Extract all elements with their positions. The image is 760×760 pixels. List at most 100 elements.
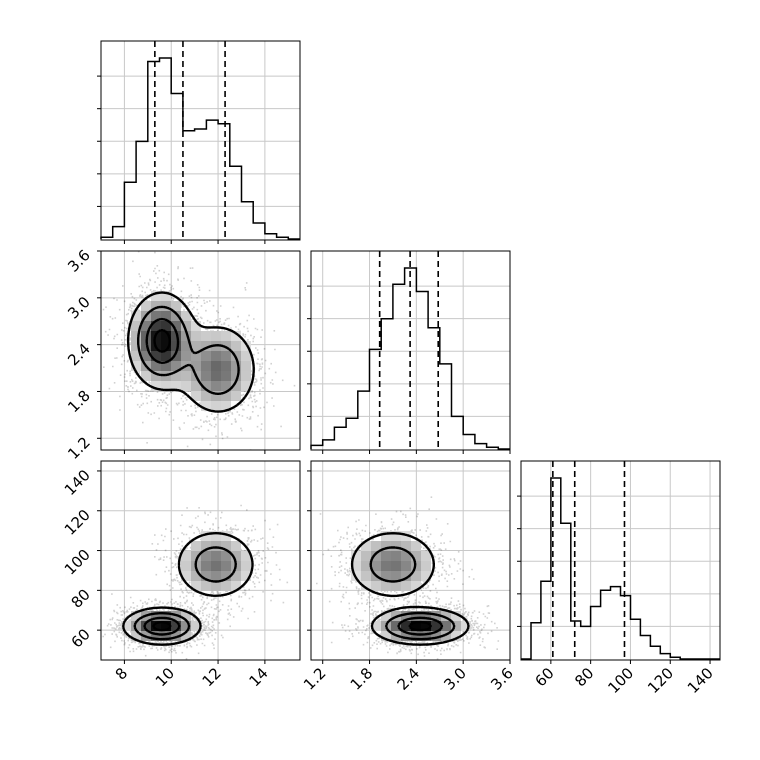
- density-cell: [361, 541, 371, 551]
- density-cell: [201, 401, 211, 411]
- density-cell: [401, 571, 411, 581]
- density-cell: [411, 581, 421, 591]
- density-cell: [131, 631, 141, 641]
- density-cell: [401, 581, 411, 591]
- y-tick-label-p2: 1.8: [64, 387, 94, 417]
- y-tick-label-p3: 80: [68, 585, 94, 611]
- density-cell: [371, 551, 381, 561]
- y-tick-label-p2: 3.0: [64, 293, 94, 323]
- density-cell: [231, 371, 241, 381]
- density-cell: [241, 551, 251, 561]
- density-cell: [201, 541, 211, 551]
- y-tick-label-p2: 3.6: [64, 246, 94, 276]
- density-cell: [451, 621, 461, 631]
- contour-line: [145, 317, 180, 364]
- density-cell: [391, 571, 401, 581]
- density-cell: [451, 631, 461, 641]
- density-cell: [231, 341, 241, 351]
- density-cell: [211, 541, 221, 551]
- density-cell: [131, 311, 141, 321]
- density-cell: [191, 361, 201, 371]
- density-cell: [151, 291, 161, 301]
- density-layer: [102, 504, 289, 660]
- y-tick-label-p2: 1.2: [64, 433, 94, 463]
- density-layer: [102, 251, 296, 450]
- density-cell: [181, 331, 191, 341]
- density-cell: [231, 581, 241, 591]
- panel-frame: [310, 460, 511, 661]
- density-cell: [181, 371, 191, 381]
- density-cell: [241, 371, 251, 381]
- density-cell: [391, 541, 401, 551]
- density-cell: [191, 541, 201, 551]
- density-cell: [131, 321, 141, 331]
- density-cell: [431, 631, 441, 641]
- density-cell: [181, 341, 191, 351]
- density-cell: [401, 541, 411, 551]
- density-cell: [201, 561, 211, 571]
- density-cell: [181, 561, 191, 571]
- contour-line: [397, 616, 444, 636]
- x-tick-label-p3: 140: [684, 664, 717, 697]
- contour-line: [369, 546, 456, 641]
- x-tick-label-p1: 8: [112, 664, 131, 683]
- density-cell: [151, 301, 161, 311]
- density-cell: [161, 621, 171, 631]
- histogram-p1: [100, 57, 300, 240]
- density-cell: [411, 541, 421, 551]
- density-cell: [161, 331, 171, 341]
- density-cell: [161, 351, 171, 361]
- density-cell: [221, 331, 231, 341]
- density-cell: [381, 551, 391, 561]
- density-cell: [131, 611, 141, 621]
- density-cell: [171, 381, 181, 391]
- density-cell: [171, 311, 181, 321]
- density-cell: [201, 351, 211, 361]
- density-cell: [191, 351, 201, 361]
- density-cell: [121, 621, 131, 631]
- density-cell: [201, 581, 211, 591]
- density-cell: [211, 351, 221, 361]
- density-cell: [361, 561, 371, 571]
- density-cell: [161, 311, 171, 321]
- density-cell: [181, 351, 191, 361]
- contour-line: [408, 620, 432, 632]
- density-cell: [191, 321, 201, 331]
- density-cell: [151, 361, 161, 371]
- x-tick-label-p3: 120: [644, 664, 677, 697]
- density-cell: [231, 541, 241, 551]
- contour-line: [153, 329, 171, 353]
- density-cell: [371, 561, 381, 571]
- x-tick-label-p1: 14: [245, 664, 271, 690]
- density-cell: [211, 361, 221, 371]
- histogram-panel: [307, 250, 511, 451]
- density-cell: [211, 571, 221, 581]
- contour-line: [143, 616, 181, 636]
- density-cell: [191, 331, 201, 341]
- density-cell: [241, 351, 251, 361]
- density-cell: [191, 571, 201, 581]
- y-tick-label-p3: 60: [68, 625, 94, 651]
- density-cell: [241, 381, 251, 391]
- density-cell: [171, 371, 181, 381]
- y-tick-label-p3: 120: [61, 506, 94, 539]
- density-cell: [421, 551, 431, 561]
- density-cell: [211, 391, 221, 401]
- density-cell: [201, 531, 211, 541]
- histogram-panel: [517, 460, 721, 661]
- density-cell: [391, 531, 401, 541]
- density-cell: [221, 401, 231, 411]
- density-cell: [421, 611, 431, 621]
- density-cell: [411, 621, 421, 631]
- histogram-p2: [310, 267, 510, 450]
- x-tick-label-p2: 3.0: [440, 664, 470, 694]
- density-cell: [171, 301, 181, 311]
- density-cell: [361, 581, 371, 591]
- density-cell: [231, 331, 241, 341]
- histogram-panel: [97, 40, 301, 241]
- x-tick-label-p3: 100: [604, 664, 637, 697]
- density-cell: [371, 581, 381, 591]
- joint-panel-p1-p3: [100, 460, 301, 661]
- density-cell: [381, 631, 391, 641]
